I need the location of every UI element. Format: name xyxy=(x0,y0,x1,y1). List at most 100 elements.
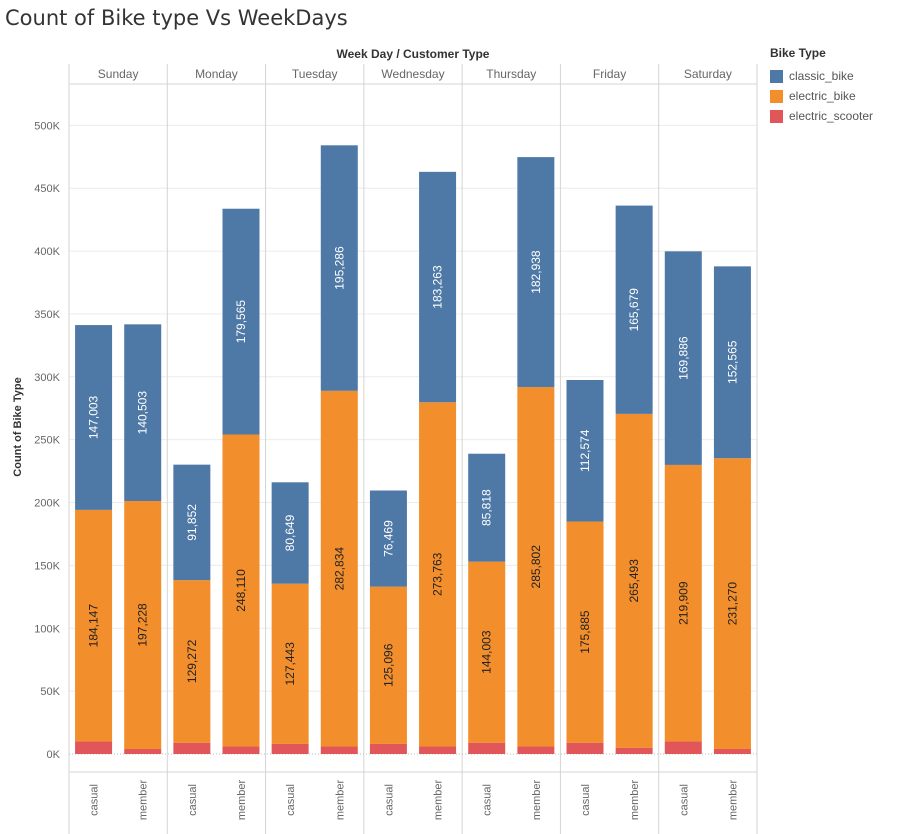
data-label-classic_bike: 152,565 xyxy=(725,340,739,384)
data-label-classic_bike: 195,286 xyxy=(332,246,346,290)
y-tick-label: 100K xyxy=(34,623,60,635)
y-tick-label: 350K xyxy=(34,309,60,321)
bar-segment-electric_bike xyxy=(271,583,309,744)
legend-item: electric_scooter xyxy=(770,106,873,126)
bar-segment-electric_bike xyxy=(75,509,113,742)
data-label-classic_bike: 140,503 xyxy=(136,391,150,435)
data-label-electric_bike: 144,003 xyxy=(480,630,494,674)
bar-segment-classic_bike xyxy=(517,157,555,388)
weekday-header: Wednesday xyxy=(381,67,444,81)
y-tick-label: 500K xyxy=(34,120,60,132)
legend-swatch xyxy=(770,69,783,83)
bar-segment-electric_bike xyxy=(468,561,506,743)
data-label-electric_bike: 184,147 xyxy=(87,604,101,648)
data-label-electric_bike: 273,763 xyxy=(431,552,445,596)
bar-segment-classic_bike xyxy=(222,208,260,435)
bar-segment-classic_bike xyxy=(271,482,309,584)
y-tick-label: 250K xyxy=(34,435,60,447)
x-tick-label: member xyxy=(236,779,248,820)
weekday-header: Thursday xyxy=(486,67,536,81)
bar-segment-electric_scooter xyxy=(468,742,506,754)
bar-segment-electric_scooter xyxy=(124,748,162,754)
x-tick-label: casual xyxy=(482,784,494,816)
data-label-classic_bike: 182,938 xyxy=(529,250,543,294)
y-tick-label: 200K xyxy=(34,498,60,510)
x-tick-label: casual xyxy=(89,784,101,816)
data-label-electric_bike: 175,885 xyxy=(578,610,592,654)
column-header: Week Day / Customer Type xyxy=(337,47,490,61)
bar-segment-electric_scooter xyxy=(271,743,309,754)
data-label-electric_bike: 129,272 xyxy=(185,639,199,683)
bar-segment-electric_scooter xyxy=(664,741,702,754)
bar-segment-electric_bike xyxy=(320,390,358,747)
bar-segment-classic_bike xyxy=(124,324,162,501)
bar-segment-electric_scooter xyxy=(320,746,358,754)
data-label-electric_bike: 197,228 xyxy=(136,603,150,647)
data-label-classic_bike: 76,469 xyxy=(381,520,395,557)
weekday-header: Saturday xyxy=(684,67,732,81)
bar-segment-electric_bike xyxy=(173,580,211,743)
bar-segment-electric_bike xyxy=(713,458,751,749)
bar-segment-classic_bike xyxy=(419,171,457,403)
data-label-classic_bike: 91,852 xyxy=(185,504,199,541)
bar-segment-electric_scooter xyxy=(222,746,260,754)
y-tick-label: 150K xyxy=(34,560,60,572)
legend-label: classic_bike xyxy=(789,69,854,83)
data-label-electric_bike: 282,834 xyxy=(332,547,346,591)
bar-segment-classic_bike xyxy=(320,145,358,391)
bar-segment-electric_bike xyxy=(517,387,555,747)
data-label-classic_bike: 147,003 xyxy=(87,395,101,439)
x-tick-label: member xyxy=(138,779,150,820)
legend-label: electric_scooter xyxy=(789,109,874,123)
data-label-electric_bike: 127,443 xyxy=(283,642,297,686)
bar-segment-classic_bike xyxy=(173,464,211,581)
y-tick-label: 0K xyxy=(47,749,61,761)
data-label-classic_bike: 85,818 xyxy=(480,489,494,526)
bar-segment-electric_bike xyxy=(664,464,702,742)
legend-item: electric_bike xyxy=(770,86,873,106)
bar-segment-classic_bike xyxy=(664,251,702,465)
bar-segment-electric_bike xyxy=(615,413,653,748)
chart-title: Count of Bike type Vs WeekDays xyxy=(5,6,348,30)
bar-segment-classic_bike xyxy=(75,325,113,510)
data-label-electric_bike: 231,270 xyxy=(725,582,739,626)
bar-segment-electric_bike xyxy=(369,586,407,744)
data-label-classic_bike: 179,565 xyxy=(234,300,248,344)
bar-segment-electric_bike xyxy=(419,402,457,747)
x-tick-label: member xyxy=(433,779,445,820)
legend-label: electric_bike xyxy=(789,89,856,103)
bar-segment-electric_scooter xyxy=(75,741,113,754)
bar-segment-electric_scooter xyxy=(173,742,211,754)
bar-segment-classic_bike xyxy=(566,379,604,522)
bar-segment-electric_bike xyxy=(124,500,162,749)
data-label-classic_bike: 80,649 xyxy=(283,514,297,551)
x-tick-label: member xyxy=(629,779,641,820)
data-label-classic_bike: 169,886 xyxy=(676,336,690,380)
legend-item: classic_bike xyxy=(770,66,873,86)
bar-segment-electric_scooter xyxy=(369,743,407,754)
bar-segment-classic_bike xyxy=(713,266,751,459)
data-label-classic_bike: 112,574 xyxy=(578,429,592,472)
data-label-classic_bike: 183,263 xyxy=(431,265,445,309)
x-tick-label: member xyxy=(334,779,346,820)
bar-segment-classic_bike xyxy=(615,205,653,414)
bar-segment-electric_scooter xyxy=(615,747,653,754)
legend-swatch xyxy=(770,109,783,123)
weekday-header: Friday xyxy=(593,67,626,81)
weekday-header: Sunday xyxy=(98,67,139,81)
bar-segment-electric_bike xyxy=(222,434,260,747)
bar-segment-electric_scooter xyxy=(566,742,604,754)
weekday-header: Tuesday xyxy=(292,67,338,81)
x-tick-label: casual xyxy=(383,784,395,816)
y-tick-label: 450K xyxy=(34,183,60,195)
x-tick-label: casual xyxy=(678,784,690,816)
bar-segment-electric_scooter xyxy=(517,746,555,754)
legend-title: Bike Type xyxy=(770,46,826,60)
bar-segment-electric_bike xyxy=(566,521,604,743)
data-label-electric_bike: 285,802 xyxy=(529,545,543,589)
y-tick-label: 300K xyxy=(34,372,60,384)
bar-segment-electric_scooter xyxy=(419,746,457,754)
data-label-electric_bike: 125,096 xyxy=(381,643,395,687)
data-label-classic_bike: 165,679 xyxy=(627,288,641,332)
